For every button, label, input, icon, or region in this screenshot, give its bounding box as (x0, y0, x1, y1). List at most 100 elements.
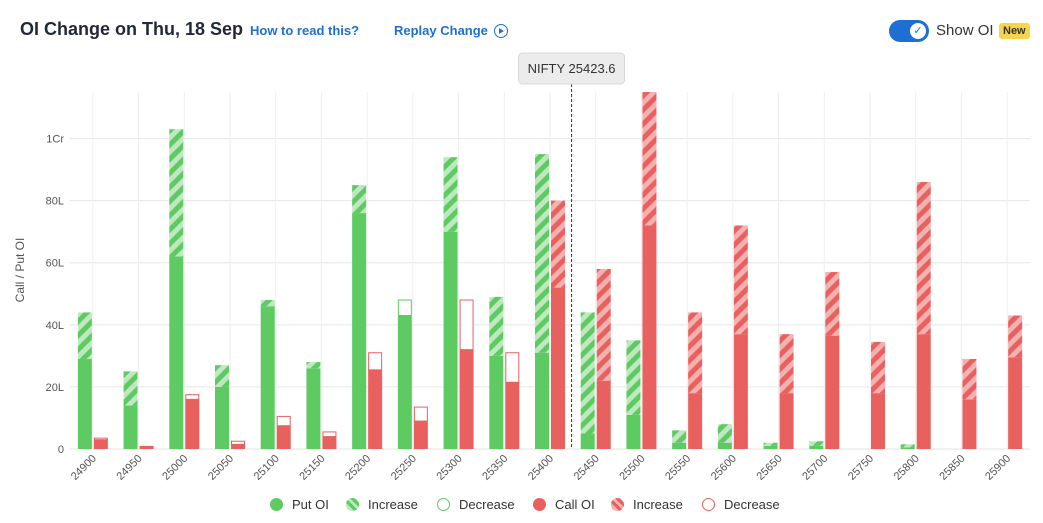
call-oi-bar (825, 335, 840, 449)
put-oi-bar (489, 355, 504, 449)
call-decrease-bar (459, 299, 474, 351)
page-title: OI Change on Thu, 18 Sep (20, 19, 244, 39)
put-oi-bar (717, 442, 732, 449)
put-oi-bar (900, 447, 915, 449)
put-oi-bar (77, 358, 92, 449)
put-oi-bar (169, 256, 184, 449)
put-increase-swatch (346, 498, 359, 511)
x-tick-label: 25500 (617, 453, 647, 483)
put-increase-bar (306, 362, 321, 369)
put-oi-bar (352, 213, 367, 449)
show-oi-label: Show OI (936, 22, 994, 39)
put-oi-bar (306, 368, 321, 449)
call-decrease-swatch (702, 498, 715, 511)
call-increase-bar (779, 334, 794, 394)
bars (77, 92, 1023, 449)
put-increase-bar (809, 441, 824, 446)
call-oi-bar (93, 439, 108, 449)
call-oi-bar (596, 380, 611, 449)
put-increase-bar (260, 299, 275, 307)
put-increase-bar (535, 154, 549, 353)
put-increase-bar (672, 430, 687, 443)
call-increase-bar (688, 312, 703, 394)
x-tick-label: 25550 (663, 453, 693, 483)
y-tick-label: 60L (46, 258, 64, 270)
call-oi-bar (688, 393, 703, 449)
y-axis: 0 20L 40L 60L 80L 1Cr (46, 134, 65, 456)
x-tick-label: 24950 (115, 453, 145, 483)
put-oi-bar (626, 414, 641, 449)
how-to-read-link[interactable]: How to read this? (250, 23, 360, 38)
legend-label: Decrease (724, 497, 780, 512)
legend-label: Increase (368, 497, 418, 512)
legend-label: Call OI (555, 497, 595, 512)
call-oi-bar (322, 436, 337, 449)
chart-header: OI Change on Thu, 18 Sep How to read thi… (0, 0, 1043, 60)
oi-change-chart: 0 20L 40L 60L 80L 1Cr Call / Put OI 24900 2495… (13, 52, 1030, 483)
call-increase-bar (962, 358, 977, 400)
x-tick-label: 25100 (252, 453, 282, 483)
call-increase-bar (1008, 315, 1023, 358)
call-decrease-bar (231, 440, 245, 445)
put-increase-bar (763, 442, 778, 446)
put-increase-bar (489, 296, 504, 356)
put-increase-bar (352, 185, 367, 214)
call-oi-bar (185, 399, 200, 449)
y-tick-label: 20L (46, 382, 64, 394)
legend-label: Decrease (459, 497, 515, 512)
put-increase-bar (717, 424, 732, 443)
call-increase-bar (825, 272, 840, 336)
call-oi-bar (413, 421, 428, 449)
put-increase-bar (443, 157, 458, 232)
call-oi-bar (459, 349, 474, 449)
call-oi-bar (551, 287, 565, 449)
put-oi-bar (397, 315, 412, 449)
x-tick-label: 25050 (206, 453, 236, 483)
put-increase-bar (123, 371, 138, 406)
x-tick-label: 25350 (480, 453, 510, 483)
y-tick-label: 80L (46, 196, 64, 208)
call-increase-bar (642, 92, 657, 226)
replay-change-button[interactable]: Replay Change (394, 23, 508, 38)
y-tick-label: 0 (58, 444, 64, 456)
y-axis-label: Call / Put OI (13, 238, 27, 303)
call-oi-bar (1008, 357, 1023, 449)
call-oi-bar (642, 225, 657, 449)
x-tick-label: 24900 (69, 453, 99, 483)
put-oi-bar (672, 442, 687, 449)
put-oi-bar (763, 445, 778, 449)
x-tick-label: 25900 (983, 453, 1013, 483)
call-oi-bar (733, 334, 748, 449)
call-oi-bar (139, 445, 154, 449)
call-oi-bar (779, 393, 794, 449)
call-decrease-bar (322, 431, 337, 438)
spot-price-label: NIFTY 25423.6 (528, 61, 616, 76)
put-increase-bar (900, 444, 915, 448)
call-oi-bar (231, 444, 245, 449)
new-badge: New (999, 23, 1030, 39)
put-increase-bar (580, 312, 595, 434)
call-oi-bar (505, 382, 520, 449)
x-tick-label: 25650 (755, 453, 785, 483)
call-oi-bar (916, 334, 931, 449)
call-oi-bar (368, 369, 383, 449)
put-increase-bar (215, 365, 229, 387)
x-tick-label: 25000 (160, 453, 190, 483)
put-oi-bar (123, 405, 138, 449)
call-increase-bar (733, 225, 748, 335)
put-oi-bar (809, 445, 824, 449)
put-increase-bar (169, 129, 184, 257)
call-decrease-bar (505, 352, 520, 383)
put-oi-bar (260, 306, 275, 449)
put-oi-swatch (270, 498, 283, 511)
replay-change-label: Replay Change (394, 23, 488, 38)
x-tick-label: 25750 (846, 453, 876, 483)
call-decrease-bar (276, 415, 291, 427)
call-oi-swatch (533, 498, 546, 511)
x-tick-label: 25250 (389, 453, 419, 483)
show-oi-toggle[interactable]: ✓ (889, 20, 929, 42)
call-increase-bar (916, 182, 931, 335)
call-oi-bar (962, 399, 977, 449)
put-increase-bar (626, 340, 641, 415)
chart-legend: Put OI Increase Decrease Call OI Increas… (0, 494, 1043, 516)
